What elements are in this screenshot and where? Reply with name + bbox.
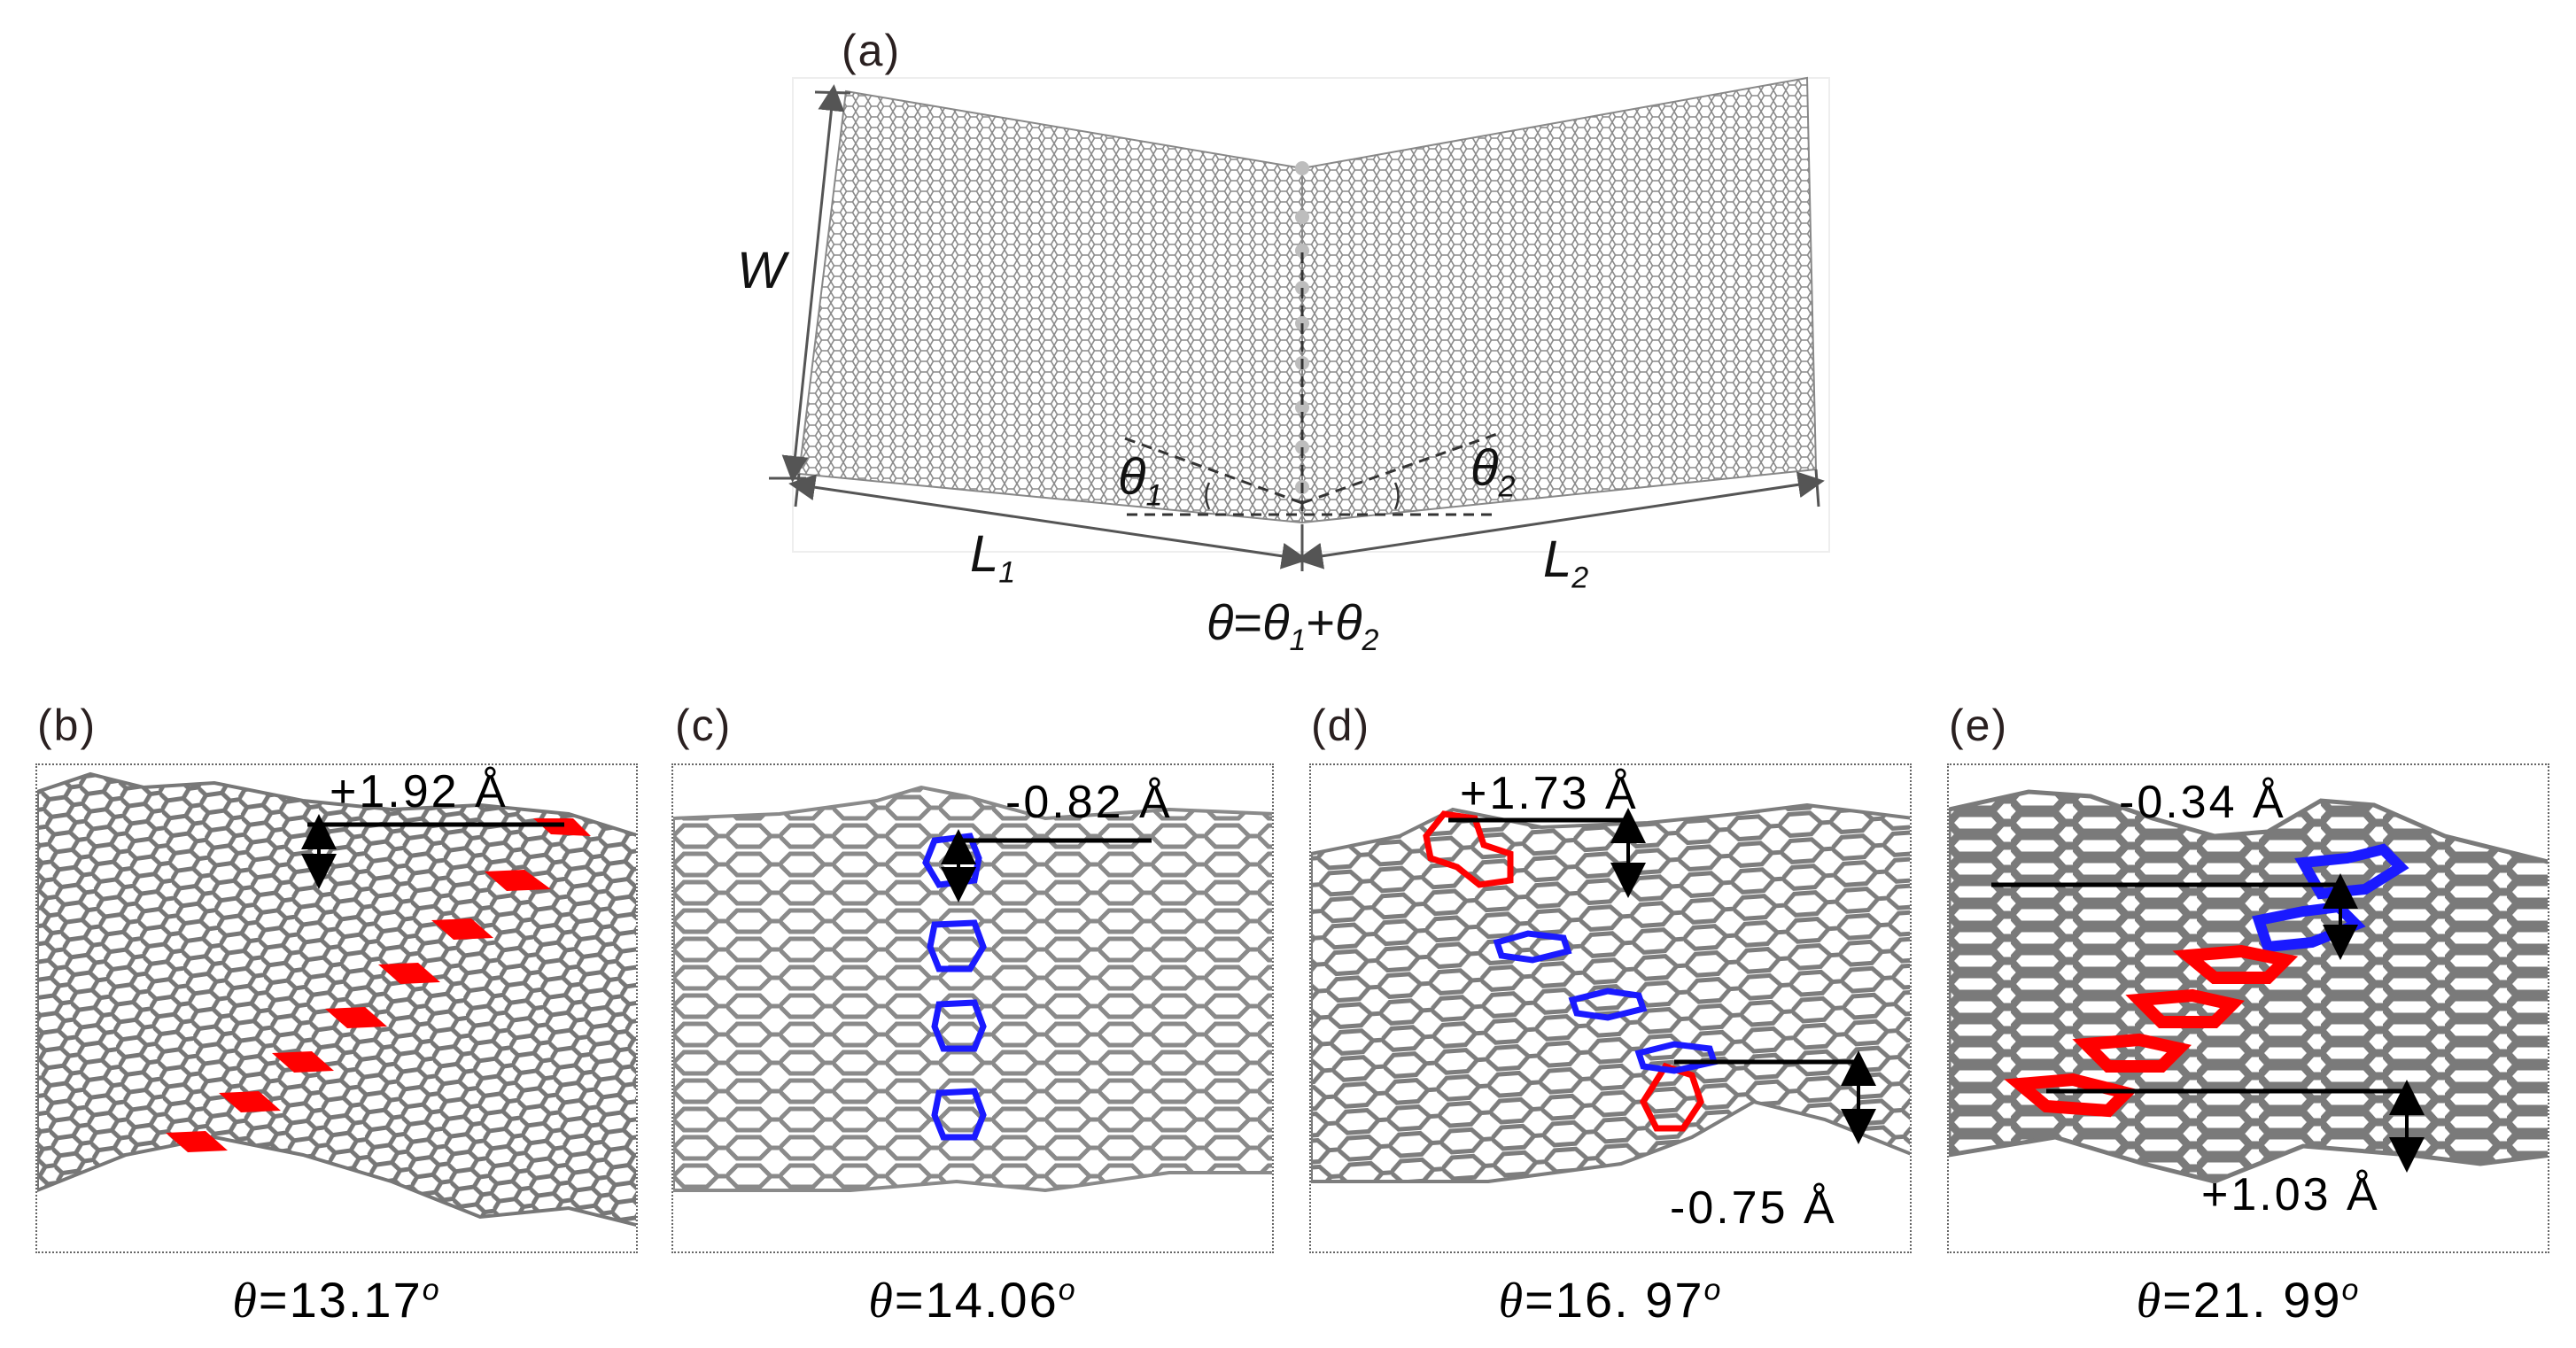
graphene-structure-c (673, 785, 1272, 1193)
angle-formula: θ=θ1+θ2 (1207, 594, 1379, 658)
graphene-sheet-diagram (769, 76, 1830, 571)
panel-b: +1.92 Å (35, 763, 638, 1253)
left-wing (797, 89, 1303, 524)
panel-d-label: (d) (1311, 701, 1371, 750)
length1-label: L1 (970, 525, 1016, 590)
theta-caption-e: θ=21. 99o (2136, 1272, 2361, 1329)
panel-e-label: (e) (1949, 701, 2009, 750)
right-wing (1301, 76, 1818, 524)
graphene-structure-d (1311, 802, 1910, 1183)
panel-c: -0.82 Å (671, 763, 1274, 1253)
measurement-label-bottom: -0.75 Å (1670, 1182, 1837, 1234)
panel-c-label: (c) (675, 701, 733, 750)
panel-b-label: (b) (37, 701, 97, 750)
theta-caption-d: θ=16. 97o (1498, 1272, 1723, 1329)
panel-d: +1.73 Å -0.75 Å (1309, 763, 1912, 1253)
measurement-label-bottom: +1.03 Å (2201, 1169, 2380, 1220)
width-label: W (737, 242, 786, 299)
theta-caption-c: θ=14.06o (868, 1272, 1077, 1329)
graphene-structure-e (1949, 789, 2548, 1184)
length2-label: L2 (1543, 531, 1589, 595)
measurement-label-top: +1.73 Å (1460, 768, 1639, 819)
theta1-label: θ1 (1118, 448, 1163, 513)
measurement-label: -0.82 Å (1005, 777, 1173, 828)
panel-a-label: (a) (842, 26, 902, 75)
theta2-label: θ2 (1470, 439, 1516, 504)
panel-e: -0.34 Å +1.03 Å (1947, 763, 2549, 1253)
measurement-label: +1.92 Å (330, 766, 508, 817)
graphene-structure-b (37, 771, 636, 1228)
theta-caption-b: θ=13.17o (232, 1272, 441, 1329)
measurement-label-top: -0.34 Å (2119, 777, 2286, 828)
